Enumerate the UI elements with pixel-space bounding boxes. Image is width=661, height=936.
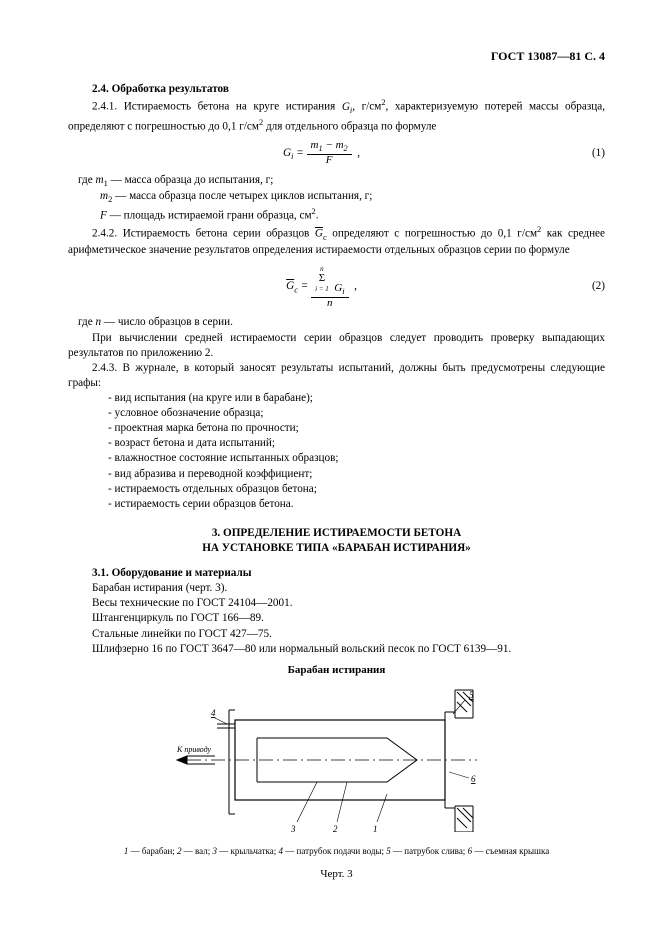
- heading-2-4: 2.4. Обработка результатов: [68, 82, 605, 97]
- figure-label-4: 4: [211, 708, 216, 718]
- list-item: возраст бетона и дата испытаний;: [108, 436, 605, 451]
- equation-1: Gi = m1 − m2 F , (1): [68, 140, 605, 166]
- figure-number: Черт. 3: [68, 867, 605, 882]
- where-n: где n — число образцов в серии.: [68, 315, 605, 330]
- graph-list: вид испытания (на круге или в барабане);…: [68, 391, 605, 512]
- figure-label-6: 6: [471, 774, 476, 784]
- where-m2: m2 — масса образца после четырех циклов …: [68, 189, 605, 206]
- list-item: вид испытания (на круге или в барабане);: [108, 391, 605, 406]
- figure-drum: К приводу 4 5 6 3 2 1: [68, 682, 605, 837]
- page-header-ref: ГОСТ 13087—81 С. 4: [68, 48, 605, 64]
- figure-label-2: 2: [333, 824, 338, 832]
- para-2-4-3: 2.4.3. В журнале, в который заносят резу…: [68, 361, 605, 391]
- list-item: истираемость отдельных образцов бетона;: [108, 482, 605, 497]
- list-item: условное обозначение образца;: [108, 406, 605, 421]
- para-2-4-2: 2.4.2. Истираемость бетона серии образцо…: [68, 224, 605, 258]
- where-m1: где m1 — масса образца до испытания, г;: [68, 173, 605, 190]
- page: ГОСТ 13087—81 С. 4 2.4. Обработка резуль…: [0, 0, 661, 936]
- heading-3-1: 3.1. Оборудование и материалы: [68, 566, 605, 581]
- para-after-n: При вычислении средней истираемости сери…: [68, 331, 605, 361]
- list-item: влажностное состояние испытанных образцо…: [108, 451, 605, 466]
- figure-label-1: 1: [373, 824, 378, 832]
- equation-1-number: (1): [575, 146, 605, 161]
- figure-title: Барабан истирания: [68, 663, 605, 678]
- figure-caption: 1 — барабан; 2 — вал; 3 — крыльчатка; 4 …: [68, 845, 605, 857]
- figure-label-3: 3: [290, 824, 296, 832]
- figure-label-5: 5: [469, 690, 474, 700]
- para-3-1-e: Шлифзерно 16 по ГОСТ 3647—80 или нормаль…: [68, 642, 605, 657]
- para-3-1-d: Стальные линейки по ГОСТ 427—75.: [68, 627, 605, 642]
- equation-2: Gc = n Σ i = 1 Gi n , (2): [68, 264, 605, 309]
- para-3-1-c: Штангенциркуль по ГОСТ 166—89.: [68, 611, 605, 626]
- heading-3: 3. ОПРЕДЕЛЕНИЕ ИСТИРАЕМОСТИ БЕТОНА НА УС…: [68, 526, 605, 556]
- equation-2-number: (2): [575, 279, 605, 294]
- para-3-1-b: Весы технические по ГОСТ 24104—2001.: [68, 596, 605, 611]
- para-3-1-a: Барабан истирания (черт. 3).: [68, 581, 605, 596]
- para-2-4-1: 2.4.1. Истираемость бетона на круге исти…: [68, 97, 605, 134]
- list-item: истираемость серии образцов бетона.: [108, 497, 605, 512]
- list-item: вид абразива и переводной коэффициент;: [108, 467, 605, 482]
- list-item: проектная марка бетона по прочности;: [108, 421, 605, 436]
- where-f: F — площадь истираемой грани образца, см…: [68, 206, 605, 224]
- figure-label-drive: К приводу: [176, 745, 212, 754]
